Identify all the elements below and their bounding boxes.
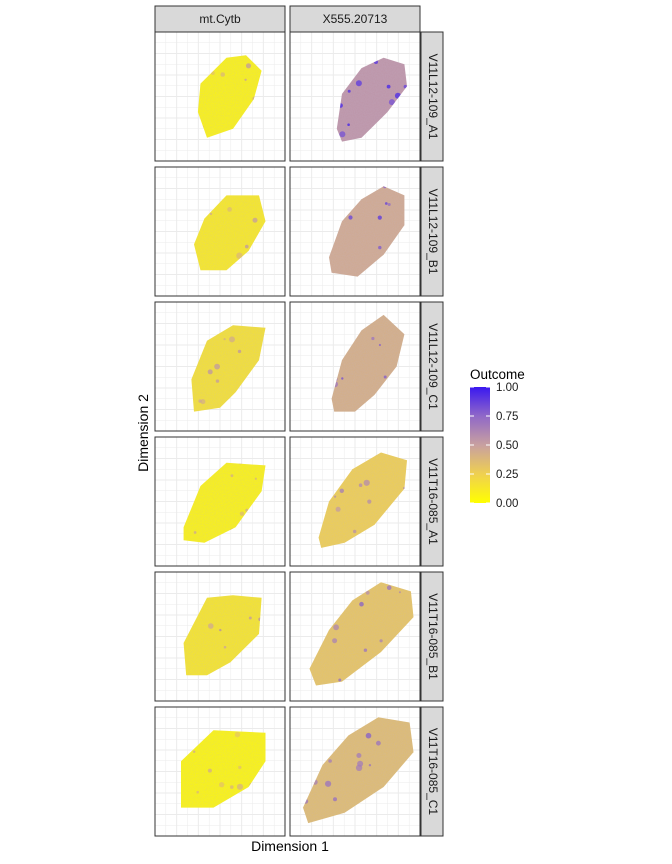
facet-panel — [289, 301, 421, 432]
panel-border — [154, 571, 286, 702]
facet-panel — [289, 31, 421, 162]
facet-row-label: V11T16-085_A1 — [426, 458, 440, 545]
facet-strip-column — [154, 5, 286, 33]
facet-row-label: V11L12-109_B1 — [426, 189, 440, 275]
panel-border — [154, 436, 286, 567]
facet-panel — [154, 31, 286, 162]
facet-panel — [289, 571, 421, 702]
legend: Outcome 1.00 0.75 0.50 0.25 0.00 — [470, 367, 525, 510]
panel-border — [154, 166, 286, 297]
panel-border — [289, 436, 421, 567]
legend-title: Outcome — [470, 367, 525, 382]
panel-border — [289, 301, 421, 432]
facet-panel — [154, 706, 286, 837]
facet-strip-row — [420, 571, 444, 702]
panel-border — [154, 301, 286, 432]
legend-tick-label: 0.25 — [496, 469, 518, 481]
legend-tick-label: 0.00 — [496, 498, 518, 510]
facet-strip-row — [420, 166, 444, 297]
panel-border — [289, 706, 421, 837]
facet-panel — [289, 166, 421, 297]
facet-strip-row — [420, 436, 444, 567]
legend-colorbar — [470, 387, 490, 503]
facet-strip-row — [420, 31, 444, 162]
panel-border — [154, 31, 286, 162]
facet-column-label: X555.20713 — [323, 12, 388, 26]
legend-tick-label: 0.75 — [496, 411, 518, 423]
facet-strip-row — [420, 301, 444, 432]
panel-border — [154, 706, 286, 837]
legend-tick-label: 1.00 — [496, 382, 518, 394]
facet-panel — [154, 436, 286, 567]
facet-row-label: V11L12-109_A1 — [426, 54, 440, 140]
facet-panel — [154, 571, 286, 702]
facet-panel — [154, 301, 286, 432]
panel-border — [289, 571, 421, 702]
panel-border — [289, 166, 421, 297]
panel-border — [289, 31, 421, 162]
y-axis-title: Dimension 2 — [135, 394, 151, 472]
facet-panel — [154, 166, 286, 297]
facet-column-label: mt.Cytb — [199, 12, 241, 26]
x-axis-title: Dimension 1 — [251, 838, 329, 854]
facet-panel — [289, 706, 421, 837]
facet-strip-row — [420, 706, 444, 837]
legend-tick-label: 0.50 — [496, 440, 518, 452]
facet-row-label: V11T16-085_B1 — [426, 593, 440, 680]
facet-row-label: V11T16-085_C1 — [426, 728, 440, 815]
facet-strip-column — [289, 5, 421, 33]
facet-panel — [289, 436, 421, 567]
facet-row-label: V11L12-109_C1 — [426, 323, 440, 410]
